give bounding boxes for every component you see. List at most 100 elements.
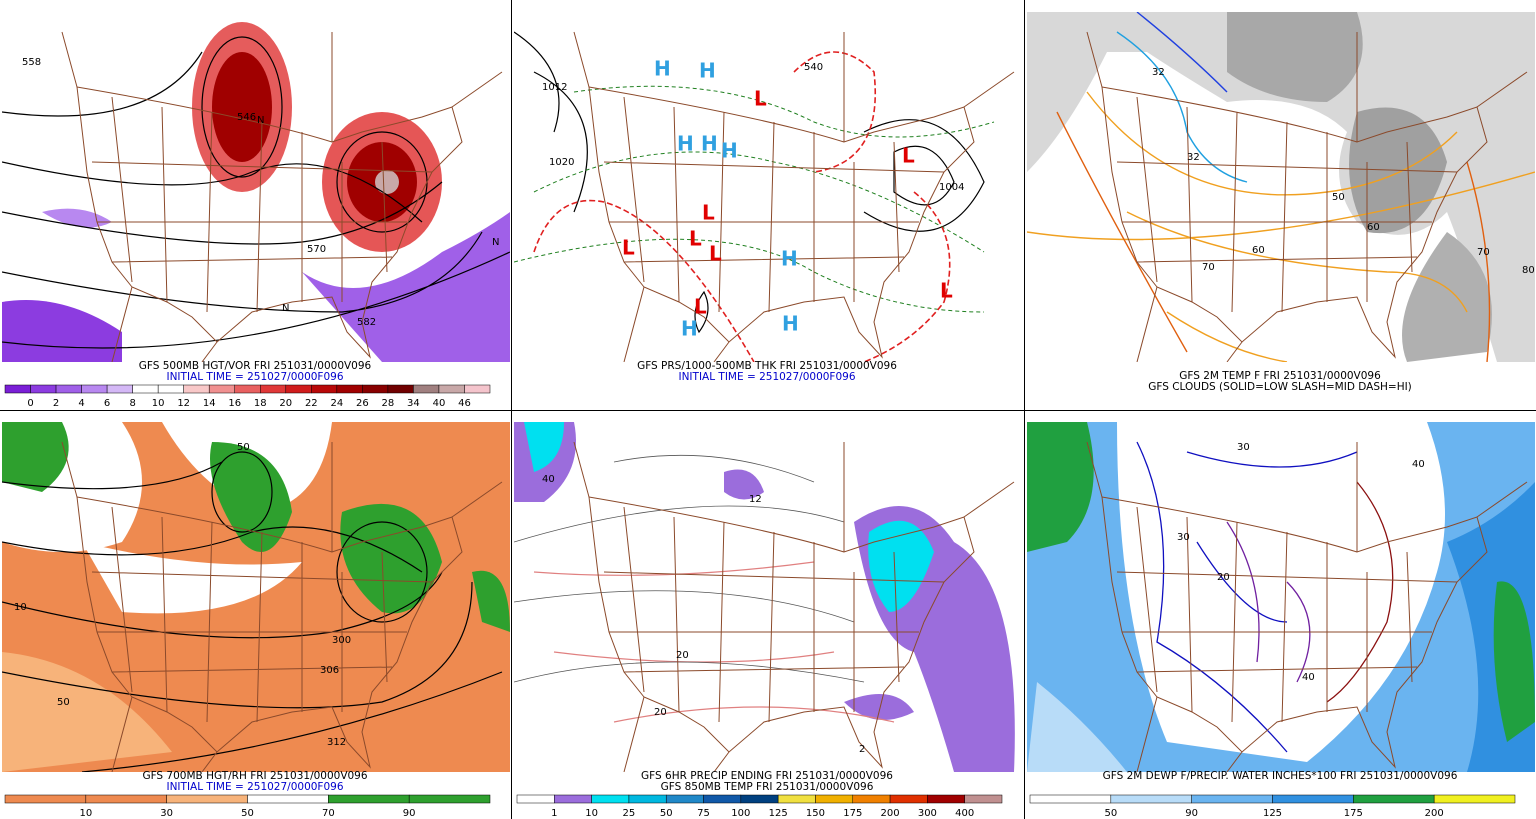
contour-label: 312: [327, 737, 346, 748]
low-marker: L: [709, 242, 722, 266]
colorbar-label: 26: [356, 398, 369, 409]
colorbar-label: 0: [27, 398, 33, 409]
contour-label: 30: [1177, 532, 1190, 543]
contour-label: 50: [57, 697, 70, 708]
colorbar-swatch: [328, 794, 410, 804]
contour-label: 70: [1477, 247, 1490, 258]
colorbar-swatch: [438, 384, 465, 394]
colorbar-swatch: [260, 384, 287, 394]
colorbar-label: 200: [1425, 808, 1444, 819]
colorbar-label: 50: [1104, 808, 1117, 819]
colorbar-swatch: [516, 794, 555, 804]
contour-label: 10: [14, 602, 27, 613]
colorbar-label: 40: [433, 398, 446, 409]
colorbar-swatch: [852, 794, 891, 804]
colorbar-swatch: [1110, 794, 1192, 804]
colorbar-swatch: [927, 794, 965, 804]
contour-label: 300: [332, 635, 351, 646]
high-marker: H: [699, 59, 716, 83]
colorbar-swatch: [285, 384, 312, 394]
contour-label: 70: [1202, 262, 1215, 273]
colorbar-swatch: [30, 384, 57, 394]
map-700mb: 50 10 50 312 306 300: [2, 422, 510, 772]
colorbar-label: 50: [660, 808, 673, 819]
colorbar-swatch: [1272, 794, 1354, 804]
colorbar-label: 175: [843, 808, 862, 819]
low-marker: L: [940, 279, 953, 303]
colorbar-label: 22: [305, 398, 318, 409]
map-surface-pressure: H H H H H H H H L L L L L L L L 1020 101…: [514, 12, 1022, 362]
colorbar-swatch: [889, 794, 928, 804]
colorbar-label: 1: [551, 808, 557, 819]
contour-label: 50: [237, 442, 250, 453]
colorbar-label: 70: [322, 808, 335, 819]
colorbar-swatch: [85, 794, 167, 804]
contour-label: 546: [237, 112, 256, 123]
colorbar-label: 14: [203, 398, 216, 409]
colorbar-swatch: [247, 794, 329, 804]
colorbar-swatch: [55, 384, 82, 394]
contour-label: 540: [804, 62, 823, 73]
high-marker: H: [701, 132, 718, 156]
colorbar-swatch: [777, 794, 816, 804]
colorbar-swatch: [81, 384, 108, 394]
caption: GFS PRS/1000-500MB THK FRI 251031/0000V0…: [637, 360, 897, 372]
colorbar-swatch: [362, 384, 389, 394]
map-dewpoint: 30 30 40 20 40: [1027, 422, 1535, 772]
colorbar-swatch: [591, 794, 630, 804]
colorbar-swatch: [387, 384, 414, 394]
caption: INITIAL TIME = 251027/0000F096: [678, 371, 855, 383]
map-label: N: [492, 237, 499, 248]
colorbar-label: 16: [228, 398, 241, 409]
colorbar-label: 30: [160, 808, 173, 819]
colorbar-swatch: [815, 794, 854, 804]
caption: GFS 700MB HGT/RH FRI 251031/0000V096: [142, 770, 367, 782]
high-marker: H: [677, 132, 694, 156]
contour-label: 40: [542, 474, 555, 485]
colorbar-swatch: [408, 794, 491, 804]
colorbar-label: 400: [955, 808, 974, 819]
contour-label: 20: [1217, 572, 1230, 583]
low-marker: L: [754, 87, 767, 111]
contour-label: 558: [22, 57, 41, 68]
colorbar-label: 28: [382, 398, 395, 409]
map-precip: 40 12 2 20 20: [514, 422, 1022, 772]
caption: INITIAL TIME = 251027/0000F096: [166, 781, 343, 793]
contour-label: 1004: [939, 182, 964, 193]
colorbar-label: 100: [731, 808, 750, 819]
colorbar-swatch: [665, 794, 704, 804]
colorbar-label: 150: [806, 808, 825, 819]
colorbar-label: 175: [1344, 808, 1363, 819]
contour-label: 32: [1187, 152, 1200, 163]
caption: GFS 850MB TEMP FRI 251031/0000V096: [661, 781, 874, 793]
high-marker: H: [654, 57, 671, 81]
map-2m-temp: 32 32 50 60 70 80 60 70: [1027, 12, 1535, 362]
colorbar-label: 8: [129, 398, 135, 409]
colorbar-label: 75: [697, 808, 710, 819]
colorbar-label: 18: [254, 398, 267, 409]
colorbar-swatch: [4, 794, 87, 804]
low-marker: L: [902, 144, 915, 168]
contour-label: 570: [307, 244, 326, 255]
colorbar-label: 24: [330, 398, 343, 409]
low-marker: L: [689, 227, 702, 251]
colorbar-label: 2: [53, 398, 59, 409]
high-marker: H: [681, 317, 698, 341]
map-label: N: [257, 115, 264, 126]
colorbar-label: 4: [78, 398, 84, 409]
colorbar-swatch: [413, 384, 440, 394]
colorbar-label: 200: [881, 808, 900, 819]
contour-label: 80: [1522, 265, 1535, 276]
low-marker: L: [694, 295, 707, 319]
caption: INITIAL TIME = 251027/0000F096: [166, 371, 343, 383]
contour-label: 60: [1367, 222, 1380, 233]
low-marker: L: [622, 236, 635, 260]
colorbar-label: 20: [279, 398, 292, 409]
colorbar-label: 50: [241, 808, 254, 819]
contour-label: 20: [676, 650, 689, 661]
colorbar-swatch: [157, 384, 184, 394]
colorbar-label: 25: [623, 808, 636, 819]
contour-label: 50: [1332, 192, 1345, 203]
colorbar-label: 10: [79, 808, 92, 819]
